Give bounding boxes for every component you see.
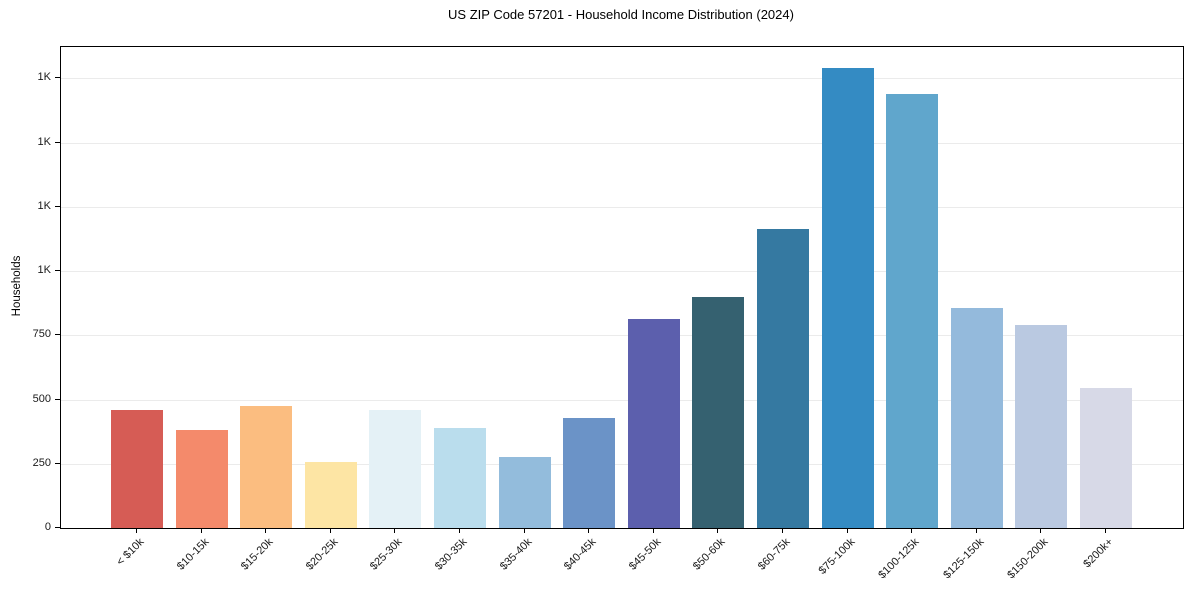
x-tick-mark bbox=[1040, 528, 1042, 533]
x-tick-mark bbox=[523, 528, 525, 533]
bar bbox=[240, 405, 293, 528]
y-tick-label: 750 bbox=[32, 328, 51, 341]
bar bbox=[434, 427, 486, 528]
x-tick-mark bbox=[782, 528, 783, 533]
x-tick-mark bbox=[459, 528, 460, 533]
bar bbox=[950, 308, 1003, 528]
y-tick-mark bbox=[55, 527, 60, 528]
bar bbox=[627, 318, 680, 528]
bar bbox=[692, 296, 745, 528]
y-tick-label: 1K bbox=[37, 264, 51, 277]
y-tick-label: 1K bbox=[37, 71, 51, 84]
y-tick-mark bbox=[55, 398, 60, 400]
bar bbox=[498, 457, 551, 528]
gridline bbox=[61, 271, 1183, 273]
bar bbox=[304, 462, 357, 528]
y-tick-mark bbox=[55, 141, 60, 143]
x-tick-mark bbox=[394, 528, 396, 533]
y-tick-label: 1K bbox=[37, 135, 51, 148]
bar bbox=[757, 228, 809, 528]
gridline bbox=[61, 463, 1183, 465]
x-tick-mark bbox=[846, 528, 848, 533]
x-tick-mark bbox=[652, 528, 654, 533]
x-tick-mark bbox=[329, 528, 331, 533]
y-tick-label: 1K bbox=[37, 199, 51, 212]
gridline bbox=[61, 142, 1183, 144]
x-tick-mark bbox=[911, 528, 913, 533]
bar bbox=[821, 68, 874, 528]
gridline bbox=[61, 78, 1183, 80]
gridline bbox=[61, 399, 1183, 401]
x-tick-mark bbox=[136, 528, 137, 533]
chart-title: US ZIP Code 57201 - Household Income Dis… bbox=[448, 7, 794, 22]
bar bbox=[175, 430, 228, 528]
y-tick-mark bbox=[55, 205, 60, 207]
bar bbox=[563, 417, 616, 528]
gridline bbox=[61, 206, 1183, 208]
x-tick-mark bbox=[200, 528, 202, 533]
y-tick-mark bbox=[55, 270, 60, 272]
y-tick-mark bbox=[55, 77, 60, 79]
x-tick-mark bbox=[717, 528, 719, 533]
bar bbox=[1015, 325, 1068, 528]
bar bbox=[886, 93, 939, 528]
bar bbox=[111, 409, 163, 528]
plot-area bbox=[60, 46, 1184, 529]
x-tick-label: < $10k bbox=[114, 536, 147, 569]
x-tick-mark bbox=[975, 528, 977, 533]
y-tick-mark bbox=[55, 334, 60, 336]
y-tick-mark bbox=[55, 462, 60, 464]
y-tick-label: 500 bbox=[32, 392, 51, 405]
bar bbox=[369, 409, 422, 528]
y-tick-label: 250 bbox=[32, 456, 51, 469]
x-tick-mark bbox=[588, 528, 590, 533]
y-tick-label: 0 bbox=[44, 521, 51, 533]
x-tick-mark bbox=[1105, 528, 1106, 533]
gridline bbox=[61, 335, 1183, 337]
bar bbox=[1080, 387, 1132, 528]
x-tick-mark bbox=[265, 528, 267, 533]
